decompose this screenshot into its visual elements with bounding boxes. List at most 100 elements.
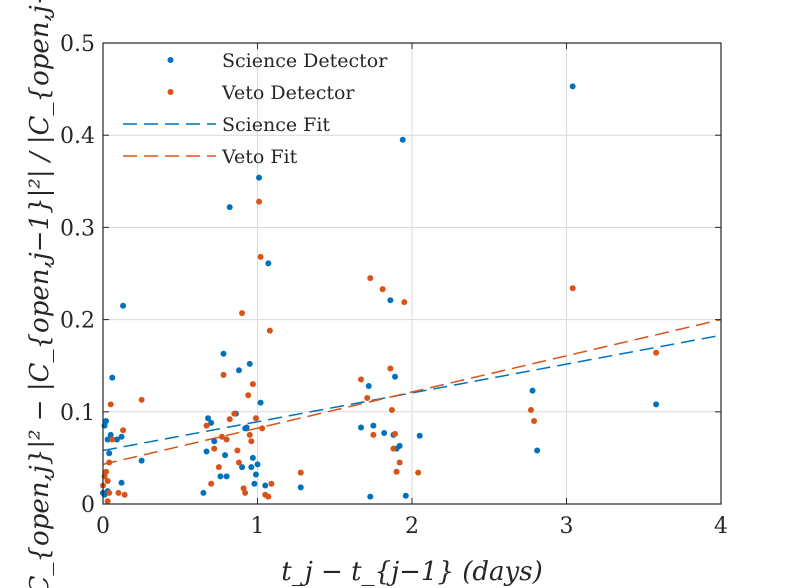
veto-detector-point xyxy=(527,406,534,413)
veto-detector-point xyxy=(392,430,399,437)
veto-detector-point xyxy=(370,431,377,438)
science-detector-point xyxy=(120,302,127,309)
veto-detector-point xyxy=(252,415,259,422)
science-detector-point xyxy=(246,360,253,367)
veto-detector-point xyxy=(107,401,114,408)
y-axis-label: ||C_{open,j}|² − |C_{open,j−1}|²| / |C_{… xyxy=(25,0,55,588)
veto-detector-point xyxy=(388,406,395,413)
science-detector-point xyxy=(138,457,145,464)
science-detector-point xyxy=(416,432,423,439)
veto-detector-point xyxy=(231,410,238,417)
legend-science-fit-label: Science Fit xyxy=(222,114,330,136)
science-detector-point xyxy=(208,419,215,426)
x-tick-label: 1 xyxy=(251,514,265,539)
veto-detector-point xyxy=(109,436,116,443)
veto-detector-point xyxy=(393,468,400,475)
veto-detector-point xyxy=(211,445,218,452)
veto-detector-point xyxy=(220,371,227,378)
veto-detector-point xyxy=(379,286,386,293)
science-detector-point xyxy=(251,480,258,487)
science-detector-point xyxy=(109,374,116,381)
veto-detector-point xyxy=(531,418,538,425)
science-detector-point xyxy=(248,464,255,471)
veto-detector-point xyxy=(218,433,225,440)
veto-detector-point xyxy=(138,396,145,403)
y-tick-label: 0 xyxy=(81,493,95,518)
science-detector-point xyxy=(118,433,125,440)
science-detector-point xyxy=(254,461,261,468)
science-detector-point xyxy=(239,464,246,471)
data-points xyxy=(100,83,660,505)
legend-veto-fit-label: Veto Fit xyxy=(221,146,298,168)
legend: Science Detector Veto Detector Science Fit… xyxy=(123,50,388,168)
veto-detector-point xyxy=(245,392,252,399)
veto-detector-point xyxy=(367,275,374,282)
veto-detector-point xyxy=(249,381,256,388)
veto-detector-point xyxy=(268,480,275,487)
veto-detector-point xyxy=(120,427,127,434)
science-detector-point xyxy=(103,418,110,425)
x-axis-label: t_j − t_{j−1} (days) xyxy=(281,557,542,587)
science-detector-point xyxy=(203,448,210,455)
science-detector-point xyxy=(107,431,114,438)
veto-detector-point xyxy=(106,489,113,496)
y-tick-label: 0.4 xyxy=(60,124,95,149)
veto-detector-point xyxy=(106,459,113,466)
science-detector-point xyxy=(222,452,229,459)
science-detector-point xyxy=(104,436,111,443)
veto-detector-point xyxy=(104,477,111,484)
science-detector-point xyxy=(381,430,388,437)
veto-detector-point xyxy=(115,489,122,496)
science-detector-point xyxy=(249,454,256,461)
plot-frame xyxy=(102,42,722,505)
y-tick-label: 0.5 xyxy=(60,32,95,57)
science-detector-point xyxy=(569,83,576,90)
axes-frame xyxy=(102,42,722,505)
science-detector-point xyxy=(220,350,227,357)
y-tick-label: 0.3 xyxy=(60,216,95,241)
science-detector-point xyxy=(226,204,233,211)
science-detector-point xyxy=(365,382,372,389)
science-detector-point xyxy=(217,473,224,480)
x-tick-label: 0 xyxy=(96,514,110,539)
science-detector-point xyxy=(265,260,272,267)
veto-detector-point xyxy=(364,394,371,401)
veto-detector-point xyxy=(240,485,247,492)
science-detector-point xyxy=(252,471,259,478)
science-detector-point xyxy=(211,438,218,445)
science-detector-point xyxy=(399,136,406,143)
veto-detector-point xyxy=(259,425,266,432)
veto-detector-point xyxy=(265,493,272,500)
science-detector-point xyxy=(243,424,250,431)
legend-veto-detector-marker xyxy=(167,89,174,95)
science-detector-point xyxy=(367,493,374,500)
veto-detector-point xyxy=(223,436,230,443)
veto-detector-point xyxy=(569,285,576,292)
veto-detector-point xyxy=(246,431,253,438)
science-detector-point xyxy=(402,492,409,499)
fit-lines xyxy=(102,318,722,466)
legend-science-detector-label: Science Detector xyxy=(222,50,388,72)
science-detector-point xyxy=(200,489,207,496)
science-detector-point xyxy=(223,473,230,480)
science-detector-point xyxy=(297,484,304,491)
science-detector-point xyxy=(529,387,536,394)
x-tick-label: 2 xyxy=(405,514,419,539)
science-detector-point xyxy=(370,422,377,429)
veto-detector-point xyxy=(415,469,422,476)
veto-detector-point xyxy=(234,447,241,454)
veto-detector-point xyxy=(257,253,264,260)
veto-detector-point xyxy=(653,349,660,356)
y-tick-label: 0.1 xyxy=(60,401,95,426)
veto-fit-line xyxy=(102,318,722,466)
veto-detector-point xyxy=(242,489,249,496)
science-detector-point xyxy=(262,482,269,489)
veto-detector-point xyxy=(396,459,403,466)
science-detector-point xyxy=(118,479,125,486)
science-detector-point xyxy=(392,373,399,380)
veto-detector-point xyxy=(297,469,304,476)
veto-detector-point xyxy=(390,445,397,452)
x-tick-label: 4 xyxy=(714,514,728,539)
legend-science-detector-marker xyxy=(167,57,174,63)
